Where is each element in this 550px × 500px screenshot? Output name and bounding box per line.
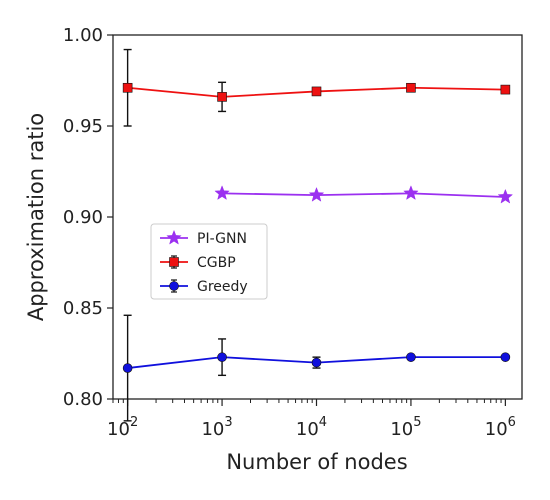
legend-label: PI-GNN — [197, 231, 247, 247]
data-point — [500, 84, 511, 95]
legend-box — [150, 223, 268, 300]
data-point — [497, 188, 514, 204]
data-point — [406, 82, 416, 93]
x-tick-label: 102 — [107, 415, 138, 440]
y-tick-label: 1.00 — [63, 25, 103, 46]
data-point — [403, 185, 419, 200]
data-point — [122, 363, 133, 373]
data-point — [308, 186, 325, 202]
x-axis-title: Number of nodes — [226, 450, 407, 474]
x-tick-label: 103 — [201, 415, 232, 440]
legend-marker — [169, 281, 179, 291]
data-point — [311, 357, 322, 368]
y-tick-label: 0.95 — [63, 116, 103, 137]
y-tick-label: 0.90 — [63, 207, 103, 228]
data-point — [122, 82, 133, 93]
data-point — [214, 185, 230, 200]
plot-layer: 0.80 0.85 0.90 0.95 1.00 102 103 104 105 106 PI-GN… — [63, 25, 523, 440]
legend-marker — [166, 229, 182, 245]
y-axis-title: Approximation ratio — [24, 113, 48, 321]
legend-label: CGBP — [197, 255, 236, 271]
data-point — [500, 352, 511, 362]
data-point — [217, 92, 227, 102]
series-line — [222, 192, 506, 198]
x-tick-label: 106 — [485, 415, 516, 440]
legend-label: Greedy — [197, 279, 248, 295]
x-tick-label: 104 — [296, 415, 327, 440]
data-point — [217, 352, 227, 362]
y-tick-label: 0.85 — [63, 298, 103, 319]
x-tick-label: 105 — [390, 415, 421, 440]
y-tick-label: 0.80 — [63, 389, 103, 410]
legend: PI-GNN CGBP Greedy — [150, 223, 268, 300]
legend-marker — [169, 257, 179, 267]
data-point — [311, 86, 322, 97]
data-point — [406, 352, 416, 362]
